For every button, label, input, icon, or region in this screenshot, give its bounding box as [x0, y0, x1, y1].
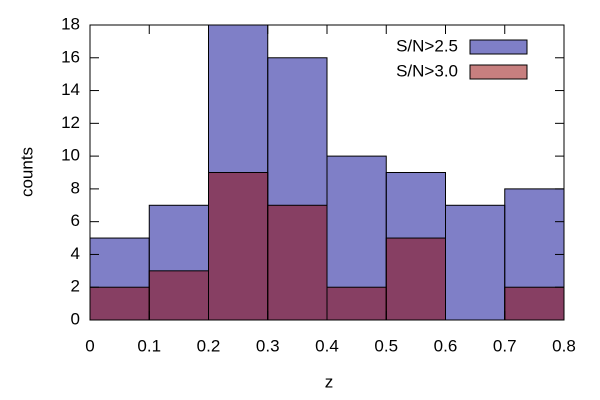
bar — [89, 286, 150, 321]
bar — [445, 204, 506, 321]
x-axis-label: z — [325, 372, 334, 391]
x-tick-label: 0.1 — [137, 336, 161, 355]
bar — [208, 172, 269, 321]
x-tick-label: 0.8 — [552, 336, 576, 355]
y-tick-label: 4 — [71, 244, 80, 263]
x-tick-label: 0.5 — [374, 336, 398, 355]
legend-label: S/N>3.0 — [396, 61, 458, 80]
x-tick-label: 0.4 — [315, 336, 339, 355]
legend-label: S/N>2.5 — [396, 36, 458, 55]
y-tick-label: 10 — [61, 146, 80, 165]
x-tick-label: 0.3 — [256, 336, 280, 355]
x-tick-label: 0 — [85, 336, 94, 355]
bar — [148, 270, 209, 321]
y-tick-label: 12 — [61, 113, 80, 132]
bar — [504, 286, 565, 321]
y-tick-label: 6 — [71, 211, 80, 230]
bar — [326, 286, 387, 321]
x-tick-label: 0.2 — [197, 336, 221, 355]
y-tick-label: 14 — [61, 80, 80, 99]
legend-swatch — [469, 39, 528, 55]
y-tick-label: 2 — [71, 277, 80, 296]
bar — [267, 204, 328, 321]
legend-swatch — [469, 64, 528, 80]
y-tick-label: 16 — [61, 47, 80, 66]
x-tick-label: 0.6 — [434, 336, 458, 355]
x-tick-label: 0.7 — [493, 336, 517, 355]
y-tick-label: 0 — [71, 309, 80, 328]
bar — [385, 237, 446, 321]
y-tick-label: 18 — [61, 14, 80, 33]
y-tick-label: 8 — [71, 178, 80, 197]
y-axis-label: counts — [17, 147, 36, 197]
